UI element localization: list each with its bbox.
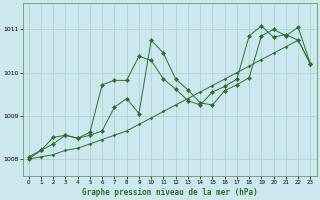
X-axis label: Graphe pression niveau de la mer (hPa): Graphe pression niveau de la mer (hPa) bbox=[82, 188, 257, 197]
